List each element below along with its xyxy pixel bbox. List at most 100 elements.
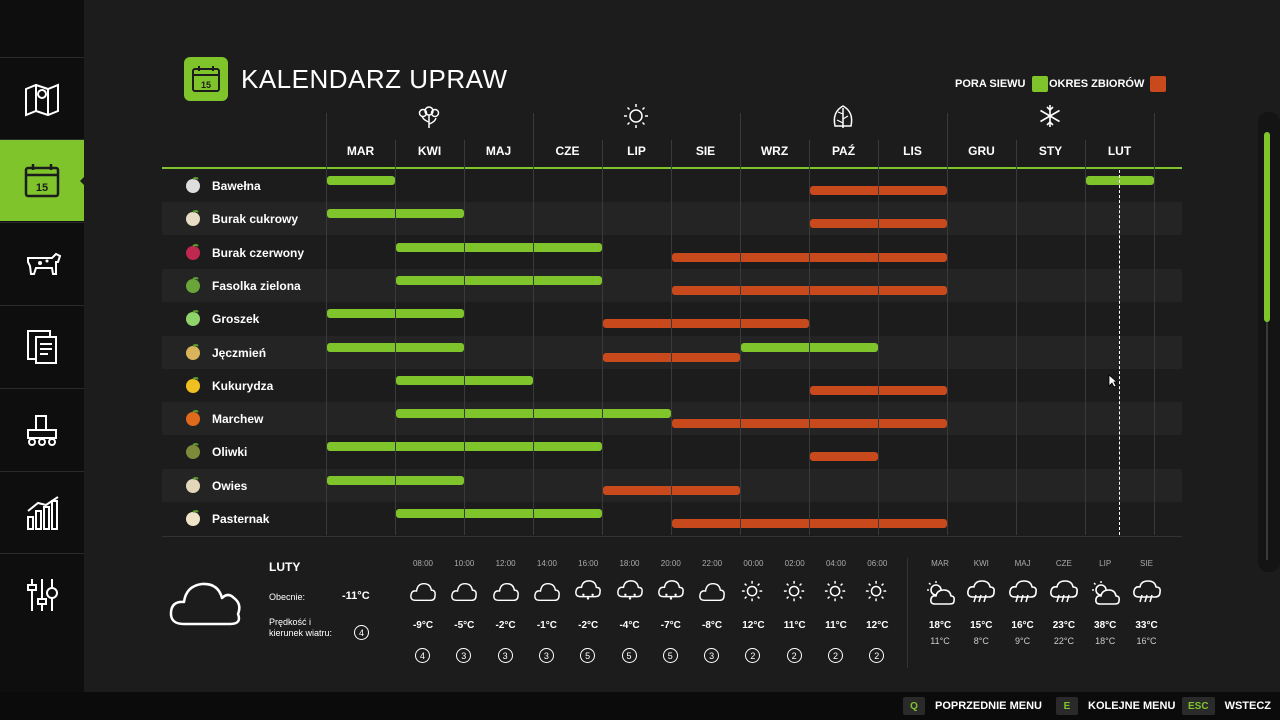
hour-label: 20:00 — [660, 559, 681, 568]
footer-label: POPRZEDNIE MENU — [935, 700, 1042, 712]
monthly-forecast: MAJ 16°C 9°C — [1002, 548, 1044, 678]
wind-label-line2: kierunek wiatru: — [269, 628, 333, 638]
sun-icon — [742, 580, 763, 602]
month-gridline — [809, 140, 810, 535]
month-gridline — [947, 113, 948, 535]
wind-badge: 3 — [456, 648, 472, 663]
autumn-leaf-icon — [833, 105, 853, 128]
crop-name: Marchew — [212, 412, 264, 427]
sowing-period-bar — [396, 275, 602, 285]
crop-row[interactable]: Owies — [162, 468, 1182, 502]
rain-icon — [967, 580, 996, 603]
hourly-forecast: 04:00 11°C 2 — [815, 548, 857, 678]
forecast-high: 38°C — [1094, 620, 1117, 631]
spring-flower-icon — [418, 106, 440, 128]
month-gridline — [740, 113, 741, 535]
legend-harvest-label: OKRES ZBIORÓW — [1049, 78, 1145, 90]
current-wind-badge: 4 — [354, 625, 369, 640]
key-hint: ESC — [1182, 697, 1215, 715]
hour-temp: -9°C — [412, 620, 434, 631]
active-indicator-arrow — [80, 176, 85, 186]
harvest-period-bar — [603, 319, 809, 329]
header-divider — [162, 167, 1182, 169]
footer-bar: Q POPRZEDNIE MENU E KOLEJNE MENU ESC WSTECZ — [0, 692, 1280, 720]
crop-name: Owies — [212, 478, 248, 493]
forecast-month: LIP — [1099, 559, 1112, 568]
sidebar-item-settings[interactable] — [0, 553, 84, 635]
snow-icon — [657, 580, 684, 600]
current-month: LUTY — [269, 560, 301, 574]
cloud-icon — [451, 582, 478, 602]
monthly-forecast: SIE 33°C 16°C — [1126, 548, 1168, 678]
key-hint: E — [1056, 697, 1078, 715]
crop-row[interactable]: Burak cukrowy — [162, 202, 1182, 236]
forecast-low: 22°C — [1053, 636, 1074, 646]
crop-row[interactable]: Jęczmień — [162, 335, 1182, 369]
forecast-month: SIE — [1140, 559, 1153, 568]
sidebar-item-contracts[interactable] — [0, 305, 84, 387]
month-gridline — [533, 113, 534, 535]
forecast-high: 15°C — [970, 620, 993, 631]
wind-badge: 2 — [828, 648, 843, 663]
hourly-forecast: 16:00 -2°C 5 — [567, 548, 609, 678]
rain-icon — [1008, 580, 1037, 603]
hour-temp: 11°C — [825, 620, 847, 631]
sidebar-item-production[interactable] — [0, 388, 84, 470]
forecast-month: MAJ — [1014, 559, 1031, 568]
wind-badge: 2 — [786, 648, 802, 663]
rain-icon — [1049, 580, 1078, 603]
hour-temp: 12°C — [866, 620, 889, 631]
forecast-high: 16°C — [1011, 620, 1034, 631]
crop-row[interactable]: Bawełna — [162, 169, 1182, 202]
month-gridline — [1016, 140, 1017, 535]
forecast-low: 9°C — [1015, 636, 1031, 646]
hour-label: 04:00 — [825, 559, 847, 568]
snow-icon — [575, 580, 602, 600]
month-3: MAJ — [485, 144, 512, 158]
month-7: WRZ — [760, 144, 789, 158]
sun-icon — [824, 580, 846, 602]
legend-sow: PORA SIEWU — [955, 76, 1048, 92]
hour-temp: -7°C — [660, 620, 681, 631]
hour-temp: -2°C — [495, 620, 516, 631]
hour-label: 00:00 — [743, 559, 764, 568]
footer-button-esc[interactable]: ESC WSTECZ — [1182, 697, 1271, 715]
forecast-low: 11°C — [930, 636, 950, 646]
footer-button-e[interactable]: E KOLEJNE MENU — [1056, 697, 1175, 715]
cloud-icon — [492, 582, 519, 602]
contracts-icon — [27, 329, 57, 364]
sidebar-item-animals[interactable] — [0, 222, 84, 304]
crop-row[interactable]: Groszek — [162, 302, 1182, 335]
sidebar-item-map[interactable] — [0, 57, 84, 139]
footer-button-q[interactable]: Q POPRZEDNIE MENU — [903, 697, 1042, 715]
scrollbar-thumb[interactable] — [1264, 132, 1270, 322]
crop-row[interactable]: Oliwki — [162, 435, 1182, 468]
legend-sow-swatch — [1031, 76, 1048, 92]
hourly-forecast: 06:00 12°C 2 — [856, 548, 898, 678]
map-icon — [25, 83, 59, 116]
sidebar-item-calendar[interactable]: 15 — [0, 139, 85, 221]
current-temp: -11°C — [342, 590, 370, 602]
forecast-low: 8°C — [973, 636, 989, 646]
crop-name: Kukurydza — [212, 378, 274, 393]
crop-row[interactable]: Marchew — [162, 402, 1182, 436]
crop-row[interactable]: Pasternak — [162, 502, 1182, 535]
crop-name: Pasternak — [212, 512, 270, 526]
production-icon — [27, 414, 57, 446]
sidebar-item-statistics[interactable] — [0, 471, 84, 553]
crop-row[interactable]: Kukurydza — [162, 369, 1182, 402]
crop-name: Groszek — [212, 312, 260, 327]
monthly-forecast: LIP 38°C 18°C — [1084, 548, 1126, 678]
hour-label: 16:00 — [578, 559, 599, 568]
current-temp-label: Obecnie: — [269, 592, 306, 602]
month-gridline — [326, 113, 327, 535]
hour-temp: -2°C — [578, 620, 599, 631]
forecast-low: 16°C — [1136, 636, 1157, 646]
legend-sow-label: PORA SIEWU — [955, 78, 1026, 90]
calendar-icon: 15 — [24, 163, 60, 197]
scrollbar[interactable] — [1258, 112, 1280, 572]
crop-row[interactable]: Fasolka zielona — [162, 268, 1182, 302]
rain-icon — [1132, 580, 1161, 603]
wind-badge: 3 — [538, 648, 554, 663]
crop-row[interactable]: Burak czerwony — [162, 236, 1182, 269]
